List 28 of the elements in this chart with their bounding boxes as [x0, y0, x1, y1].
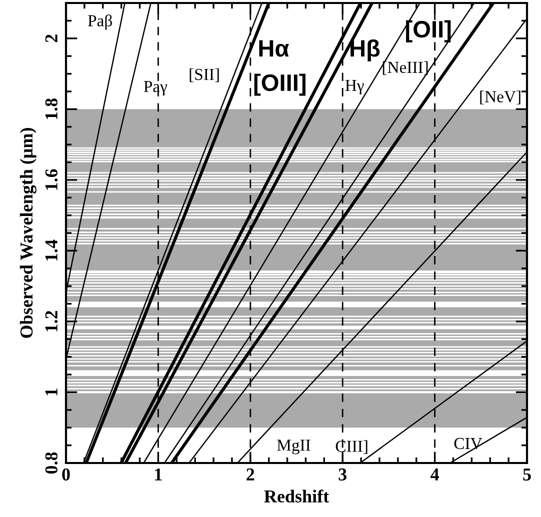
y-tick-label: 0.8	[45, 452, 58, 474]
x-axis-title: Redshift	[264, 490, 330, 502]
x-tick-label: 2	[246, 468, 254, 480]
series-label: MgII	[277, 440, 310, 454]
legend-label: Hα	[259, 40, 289, 57]
legend-label: Paβ	[88, 14, 112, 30]
x-tick-label: 1	[155, 468, 162, 480]
y-tick-label: 1.8	[45, 98, 58, 119]
legend-label: [NeV]	[480, 90, 520, 104]
series-label: [OIII]	[254, 74, 306, 96]
legend-label: Hβ	[350, 39, 380, 62]
series-label: CIV	[454, 438, 482, 450]
x-tick-label: 4	[430, 468, 439, 480]
series-label: [SII]	[190, 68, 219, 82]
x-tick-label: 5	[523, 468, 531, 481]
series-label: CIII]	[336, 440, 368, 454]
y-tick-label: 1.4	[45, 240, 58, 261]
y-axis-title: Observed Wavelength (μm)	[20, 128, 36, 338]
x-tick-label: 3	[338, 468, 346, 481]
y-tick-label: 2	[45, 34, 58, 42]
x-tick-label: 0	[62, 468, 70, 481]
legend-label: [OII]	[406, 20, 451, 42]
y-tick-label: 1	[45, 388, 58, 396]
series-label: [NeIII]	[382, 61, 428, 76]
series-label: Paγ	[144, 81, 168, 96]
series-label: Hγ	[345, 80, 364, 94]
y-tick-label: 1.6	[45, 169, 58, 190]
y-tick-label: 1.2	[45, 310, 58, 332]
